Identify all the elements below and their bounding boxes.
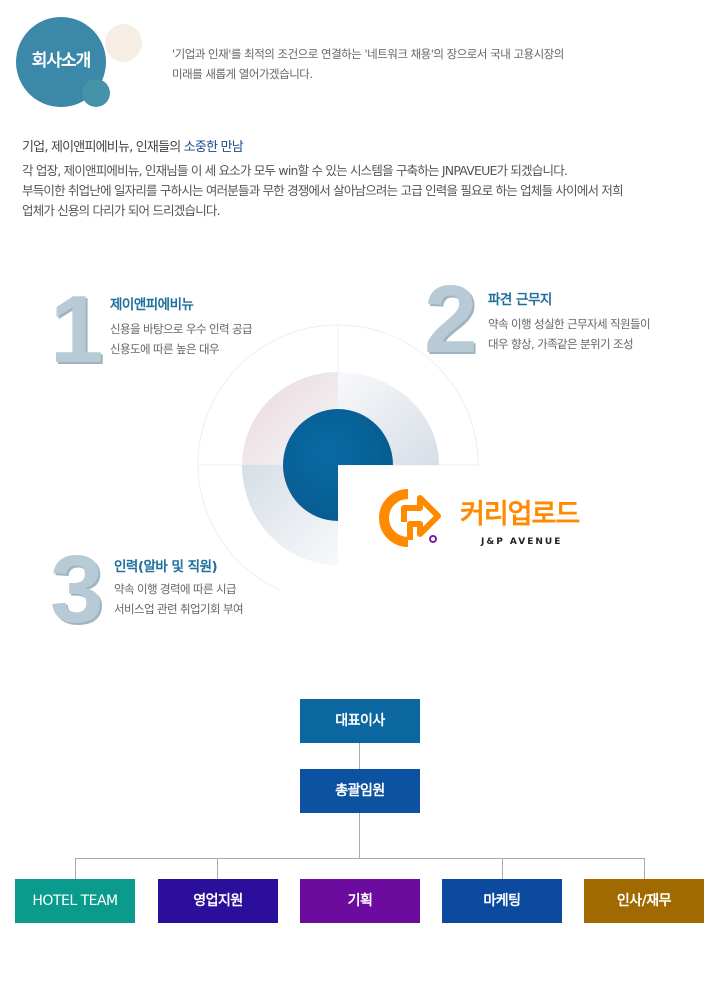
org-line — [75, 858, 76, 879]
intro-title: 기업, 제이앤피에비뉴, 인재들의 소중한 만남 — [22, 138, 712, 158]
outer-arc-lower — [197, 464, 281, 591]
org-ceo: 대표이사 — [300, 699, 420, 743]
decor-circle-beige — [105, 24, 142, 62]
feature-number-1: 1 — [50, 276, 104, 383]
intro-line: 업체가 신용의 다리가 되어 드리겠습니다. — [22, 203, 221, 218]
feature-line: 신용을 바탕으로 우수 인력 공급 — [110, 322, 253, 336]
feature-line: 약속 이행 성실한 근무자세 직원들이 — [488, 317, 651, 331]
feature-title: 파견 근무지 — [488, 292, 552, 308]
feature-line: 신용도에 따른 높은 대우 — [110, 342, 220, 356]
feature-line: 서비스업 관련 취업기회 부여 — [114, 602, 244, 616]
concept-diagram — [197, 324, 488, 620]
page-title: 회사소개 — [31, 51, 92, 71]
header-line: '기업과 인재'를 최적의 조건으로 연결하는 '네트워크 채용'의 장으로서 … — [172, 47, 564, 61]
intro-line: 부득이한 취업난에 일자리를 구하시는 여러분들과 무한 경쟁에서 살아남으려는… — [22, 183, 624, 198]
org-line — [75, 858, 645, 859]
feature-title: 제이앤피에비뉴 — [110, 297, 194, 313]
feature-number-2: 2 — [424, 266, 478, 373]
intro-section: 기업, 제이앤피에비뉴, 인재들의 소중한 만남 각 업장, 제이앤피에비뉴, … — [22, 138, 712, 221]
org-dept-marketing: 마케팅 — [442, 879, 562, 923]
intro-title-highlight: 소중한 만남 — [183, 140, 244, 155]
org-line — [644, 858, 645, 879]
org-dept-planning: 기획 — [300, 879, 420, 923]
logo-subtitle: J&P AVENUE — [481, 537, 563, 547]
org-line — [502, 858, 503, 879]
logo-wordmark: 커리업로드 — [460, 499, 580, 530]
org-dept-sales-support: 영업지원 — [158, 879, 278, 923]
org-exec: 총괄임원 — [300, 769, 420, 813]
feature-line: 약속 이행 경력에 따른 시급 — [114, 582, 237, 596]
empty-quadrant — [338, 466, 488, 620]
org-dept-hotel-team: HOTEL TEAM — [15, 879, 135, 923]
feature-title: 인력(알바 및 직원) — [114, 559, 218, 575]
intro-title-prefix: 기업, 제이앤피에비뉴, 인재들의 — [22, 140, 184, 155]
header-description: '기업과 인재'를 최적의 조건으로 연결하는 '네트워크 채용'의 장으로서 … — [172, 44, 712, 84]
decor-circle-teal — [82, 79, 110, 107]
feature-3: 인력(알바 및 직원) 약속 이행 경력에 따른 시급 서비스업 관련 취업기회… — [114, 557, 244, 619]
feature-number-3: 3 — [50, 536, 104, 643]
org-line — [217, 858, 218, 879]
header-line: 미래를 새롭게 열어가겠습니다. — [172, 67, 313, 81]
feature-line: 대우 향상, 가족같은 분위기 조성 — [488, 337, 634, 351]
feature-1: 제이앤피에비뉴 신용을 바탕으로 우수 인력 공급 신용도에 따른 높은 대우 — [110, 295, 253, 359]
center-core — [283, 409, 393, 521]
org-dept-hr-finance: 인사/재무 — [584, 879, 704, 923]
logo-mark-icon — [379, 489, 441, 547]
feature-2: 파견 근무지 약속 이행 성실한 근무자세 직원들이 대우 향상, 가족같은 분… — [488, 290, 651, 354]
intro-line: 각 업장, 제이앤피에비뉴, 인재님들 이 세 요소가 모두 win할 수 있는… — [22, 163, 568, 178]
